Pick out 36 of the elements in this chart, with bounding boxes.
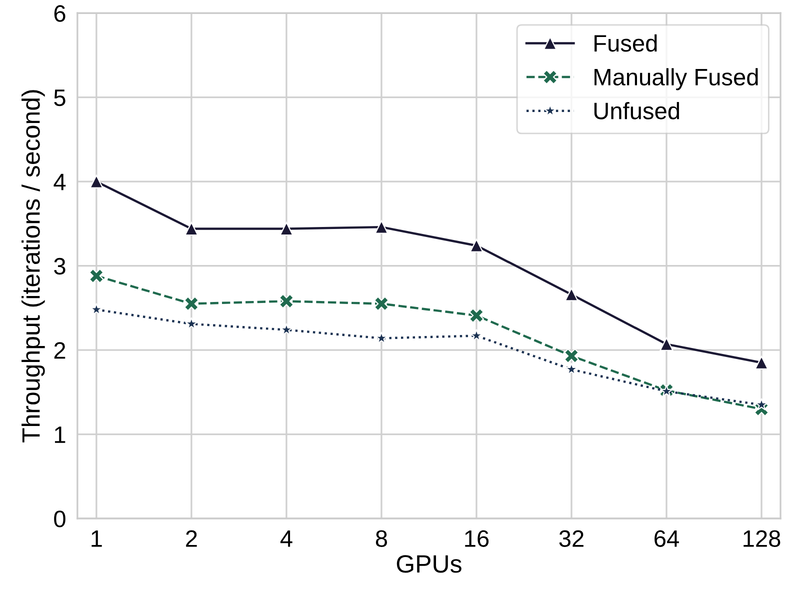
x-tick-label: 128: [744, 530, 780, 547]
legend-label: Manually Fused: [594, 68, 758, 90]
x-tick-label: 4: [280, 530, 292, 547]
x-tick-label: 8: [376, 530, 388, 547]
point: [184, 296, 199, 312]
point: [184, 222, 198, 236]
x-tick-label: 2: [186, 530, 197, 547]
y-tick-label: 4: [54, 174, 66, 190]
y-tick-label: 5: [54, 90, 66, 106]
legend-label: Unfused: [594, 102, 680, 120]
x-tick-label: 64: [654, 530, 679, 547]
y-tick-label: 1: [54, 426, 66, 443]
x-axis-title: GPUs: [396, 555, 462, 573]
point: [660, 337, 674, 351]
legend-label: Fused: [594, 34, 657, 52]
point: [470, 328, 483, 342]
point: [564, 288, 578, 302]
point: [278, 294, 294, 309]
point: [470, 238, 484, 252]
point: [374, 220, 388, 234]
point: [754, 356, 768, 370]
point: [564, 348, 579, 364]
y-tick-label: 6: [54, 5, 66, 22]
x-tick-label: 1: [92, 530, 102, 547]
x-tick-label: 16: [465, 530, 489, 547]
point: [755, 398, 768, 410]
x-tick-label: 32: [559, 530, 584, 547]
point: [468, 308, 484, 324]
y-tick-label: 3: [54, 258, 66, 275]
point: [88, 268, 104, 284]
point: [374, 296, 389, 312]
y-tick-label: 0: [54, 510, 66, 528]
point: [90, 174, 104, 188]
y-tick-label: 2: [54, 342, 66, 359]
point: [280, 222, 294, 236]
y-axis-title: Throughput (iterations / second): [22, 90, 45, 442]
